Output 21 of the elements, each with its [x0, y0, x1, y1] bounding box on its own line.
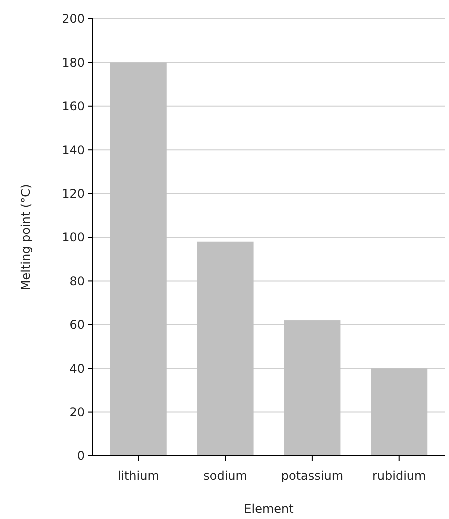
- y-tick-label: 40: [70, 362, 85, 376]
- y-axis-title: Melting point (°C): [19, 184, 33, 291]
- y-tick-label: 0: [77, 449, 85, 464]
- y-tick-label: 200: [62, 12, 85, 26]
- x-tick-label: sodium: [204, 469, 248, 483]
- bar: [197, 242, 254, 456]
- x-tick-label: rubidium: [372, 469, 426, 483]
- x-tick-label: potassium: [281, 469, 344, 483]
- y-tick-label: 20: [70, 406, 85, 420]
- y-tick-label: 100: [62, 230, 85, 245]
- x-tick-label: lithium: [118, 469, 160, 483]
- x-axis-title: Element: [244, 502, 294, 516]
- y-tick-label: 60: [70, 318, 85, 332]
- y-tick-label: 140: [62, 143, 85, 158]
- y-tick-label: 160: [62, 100, 85, 114]
- y-tick-label: 80: [70, 274, 85, 288]
- y-tick-label: 180: [62, 56, 85, 70]
- bar: [110, 62, 167, 456]
- bar: [284, 320, 341, 456]
- y-tick-label: 120: [62, 187, 85, 201]
- bar: [371, 368, 428, 456]
